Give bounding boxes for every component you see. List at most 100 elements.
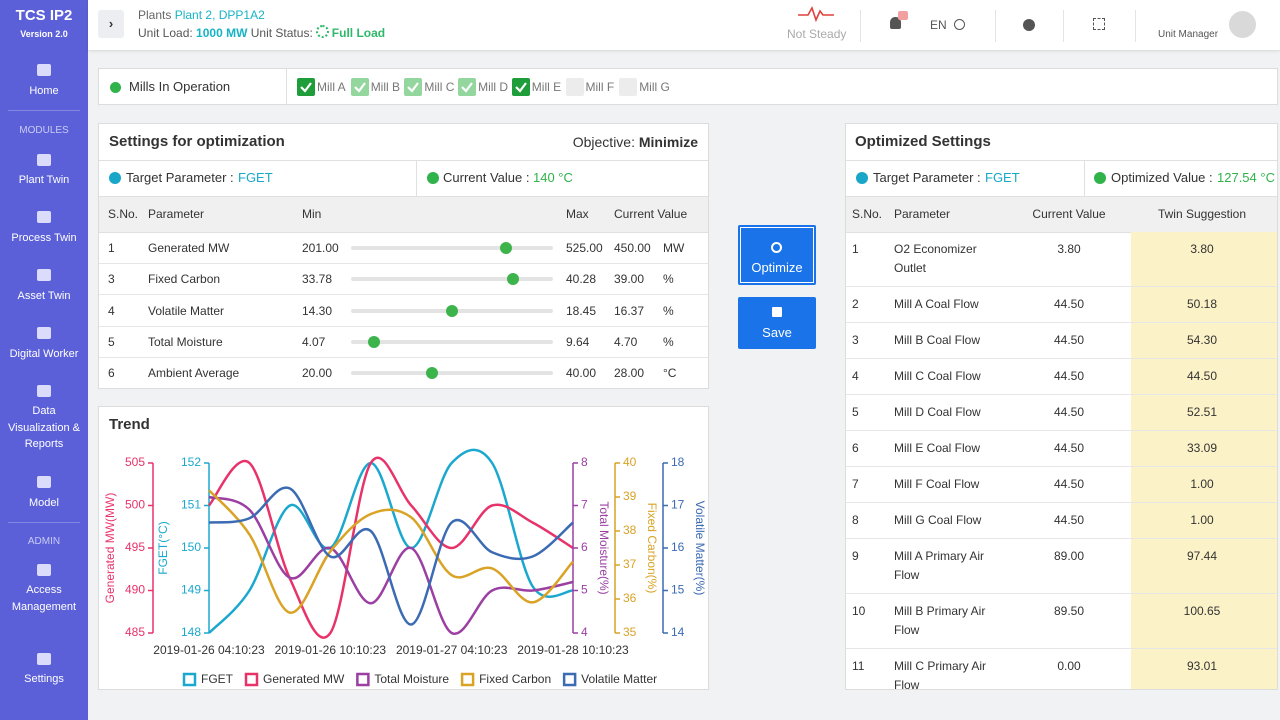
cell: 201.00 [302,241,339,255]
param: Mill E Coal Flow [894,441,981,455]
nav-item[interactable]: Model [29,497,59,509]
slider-knob[interactable] [425,367,438,380]
slider-track [351,339,553,344]
y-tick-label: 151 [181,498,201,512]
cell: 5 [852,405,859,419]
plants-label: Plants [138,8,172,22]
cell: 44.50 [1053,405,1085,419]
column-header: Max [566,207,589,221]
save-button[interactable]: Save [738,297,816,349]
bell-icon[interactable] [890,17,901,29]
language: EN [930,18,947,32]
legend-label: Fixed Carbon [479,672,551,686]
table-header [846,196,1277,233]
target-value: FGET [985,170,1020,185]
cell: 44.50 [1053,369,1085,383]
cell: 20.00 [302,366,333,381]
y-tick-label: 148 [181,625,201,639]
column-header: Current Value [614,207,688,221]
slider-knob[interactable] [367,335,380,348]
fullscreen-icon[interactable] [1093,18,1105,30]
slider-knob[interactable] [507,273,520,286]
divider [1084,160,1085,196]
cell: 2 [852,297,859,311]
cell: 40.28 [566,272,597,287]
plant: Plant 2, DPP1A2 [174,8,265,22]
mill-checkbox[interactable] [458,78,477,96]
mills-bar: Mills In Operation Mill A Mill B Mill C Mill… [98,68,1278,105]
nav-item[interactable]: Asset Twin [17,290,71,302]
mill-label: Mill E [531,80,562,94]
trend-chart: 2019-01-26 04:10:23 2019-01-26 10:10:23 20… [103,448,707,687]
mill-checkbox[interactable] [297,78,315,96]
row-rule [99,356,708,358]
collapse-button[interactable]: › [98,10,124,38]
nav-section: MODULES [19,125,69,136]
cell: 44.50 [1186,369,1218,383]
x-tick-label: 2019-01-26 04:10:23 [153,643,265,657]
nav-item[interactable]: Access Management [11,584,77,613]
table-row: Mill E Coal Flow 6 44.50 33.09 [846,431,1277,467]
y-axis-title: Generated MW(MW) [103,493,117,604]
value-label: Optimized Value : [1111,170,1213,185]
settings-panel: Settings for optimization Objective: Mini… [98,123,709,389]
nav-item[interactable]: Process Twin [11,232,77,244]
nav-icon [37,64,51,76]
y-tick-label: 16 [671,540,685,554]
cell: 97.44 [1186,549,1218,563]
cell: 14.30 [302,303,333,318]
cell: 7 [852,477,859,491]
cell: 4.70 [614,334,638,349]
nav-item[interactable]: Data Visualization & Reports [8,405,80,450]
globe-icon[interactable] [954,19,965,30]
nav-item[interactable]: Plant Twin [18,174,70,186]
help-icon[interactable] [1023,19,1035,31]
y-tick-label: 6 [581,540,588,554]
cell: 4.07 [302,334,326,349]
nav-item[interactable]: Settings [24,673,64,685]
mill-label: Mill G [639,80,670,94]
legend-swatch [460,672,475,687]
row-rule [99,294,708,296]
cell: % [663,272,674,287]
mill-label: Mill C [424,80,455,94]
mill-checkbox[interactable] [350,78,369,96]
optimize-button[interactable]: Optimize [738,225,816,285]
nav-item[interactable]: Home [29,85,59,97]
mill-checkbox[interactable] [565,78,584,96]
legend-label: FGET [201,672,234,686]
nav-item[interactable]: Digital Worker [9,348,79,360]
param: Mill D Coal Flow [894,405,981,419]
column-header: Parameter [894,207,951,221]
nav-icon [37,327,51,339]
slider-knob[interactable] [445,304,458,317]
avatar[interactable] [1229,11,1256,38]
mill-checkbox[interactable] [404,78,423,96]
mill-checkbox[interactable] [511,78,530,96]
optimized-value: 127.54 °C [1217,170,1275,185]
legend-label: Generated MW [263,672,345,686]
param: Mill B Coal Flow [894,333,981,347]
y-tick-label: 18 [671,455,685,469]
nav-icon [37,269,51,281]
spinner [315,25,329,38]
cell: 3 [108,272,115,287]
cell: MW [663,241,685,255]
column-header: Current Value [1032,207,1106,221]
cell: Generated MW [148,241,230,255]
legend-swatch [244,672,259,687]
divider [286,69,287,104]
nav-icon [37,154,51,166]
y-tick-label: 152 [181,455,201,469]
slider-knob[interactable] [500,242,513,254]
mills-label: Mills In Operation [129,79,231,94]
y-tick-label: 14 [671,625,685,639]
button-label: Optimize [751,260,803,275]
cell: 6 [108,366,115,381]
legend-label: Volatile Matter [581,672,657,686]
nav-icon [37,211,51,223]
y-tick-label: 40 [623,455,637,469]
cell: Fixed Carbon [148,272,221,287]
plant-line: Plants Plant 2, DPP1A2 [138,6,265,24]
mill-checkbox[interactable] [619,78,638,96]
